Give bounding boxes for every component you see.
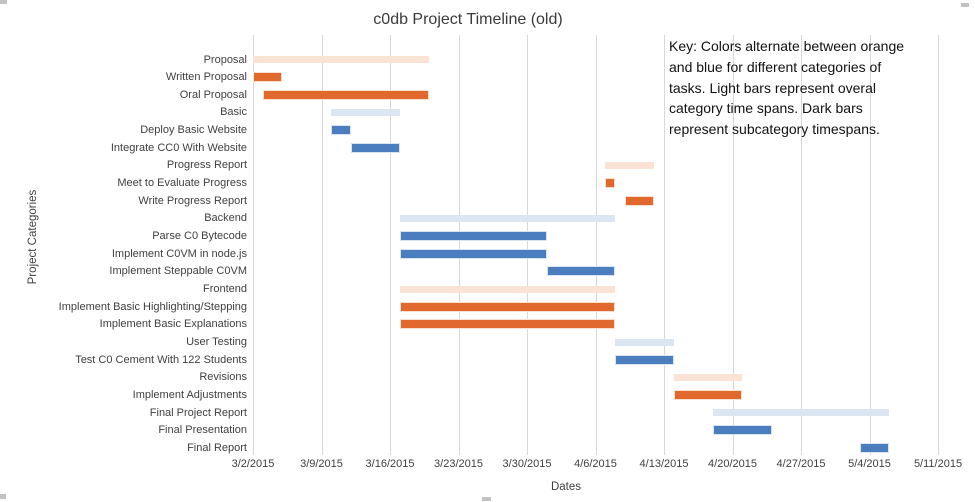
category-label: Test C0 Cement With 122 Students	[75, 353, 247, 366]
gridline	[938, 35, 939, 455]
task-bar[interactable]	[399, 319, 616, 330]
task-bar[interactable]	[605, 161, 655, 169]
task-bar[interactable]	[605, 178, 616, 189]
category-label: Implement Basic Highlighting/Stepping	[58, 300, 247, 313]
category-label: Final Report	[187, 442, 247, 455]
gridline	[321, 35, 323, 455]
x-tick-label: 4/20/2015	[708, 458, 757, 470]
task-bar[interactable]	[399, 231, 547, 242]
gridline	[732, 35, 734, 455]
task-bar[interactable]	[253, 72, 283, 83]
x-tick-label: 5/4/2015	[848, 458, 891, 470]
task-bar[interactable]	[399, 285, 616, 293]
legend-key-text: Key: Colors alternate between orange and…	[669, 38, 905, 138]
x-tick-label: 4/27/2015	[776, 458, 826, 470]
y-axis-title: Project Categories	[27, 189, 39, 285]
category-label: Meet to Evaluate Progress	[117, 177, 247, 190]
task-bar[interactable]	[399, 248, 547, 259]
selection-handle-bottom-center	[482, 497, 491, 501]
category-label: Oral Proposal	[179, 88, 247, 101]
task-bar[interactable]	[673, 390, 743, 401]
category-label: Written Proposal	[165, 71, 247, 84]
category-label: Final Presentation	[158, 424, 247, 437]
x-tick-label: 3/9/2015	[300, 458, 343, 470]
task-bar[interactable]	[399, 301, 616, 312]
gridline	[869, 35, 871, 455]
task-bar[interactable]	[859, 443, 890, 454]
selection-handle-top-right	[961, 3, 969, 7]
x-axis-title: Dates	[550, 481, 582, 493]
category-label: User Testing	[186, 336, 247, 349]
selection-handle-bottom-left	[0, 494, 6, 499]
task-bar[interactable]	[712, 409, 890, 417]
task-bar[interactable]	[350, 142, 400, 153]
task-bar[interactable]	[712, 425, 772, 436]
task-bar[interactable]	[262, 89, 430, 100]
gridline	[390, 35, 391, 455]
task-bar[interactable]	[546, 266, 616, 277]
task-bar[interactable]	[615, 354, 674, 365]
x-tick-label: 5/11/2015	[913, 458, 963, 470]
task-bar[interactable]	[331, 108, 400, 116]
category-label: Deploy Basic Website	[140, 124, 247, 137]
selection-handle-top-left	[0, 0, 7, 4]
gridline	[595, 35, 597, 455]
x-tick-label: 3/2/2015	[231, 458, 275, 470]
category-label: Progress Report	[166, 159, 247, 172]
gridline	[664, 35, 665, 455]
plot-area	[253, 35, 939, 455]
task-bar[interactable]	[399, 214, 616, 222]
task-bar[interactable]	[615, 338, 674, 346]
x-tick-label: 4/13/2015	[639, 458, 689, 470]
category-label: Frontend	[202, 283, 247, 296]
x-tick-label: 3/23/2015	[434, 458, 483, 470]
category-label: Implement Steppable C0VM	[109, 265, 247, 278]
task-bar[interactable]	[673, 373, 743, 381]
category-label: Implement Basic Explanations	[99, 318, 247, 331]
x-tick-label: 3/30/2015	[502, 458, 552, 470]
task-bar[interactable]	[331, 125, 351, 136]
x-tick-label: 4/6/2015	[574, 458, 617, 470]
task-bar[interactable]	[253, 56, 430, 63]
category-label: Final Project Report	[149, 406, 247, 419]
category-label: Proposal	[203, 53, 247, 66]
category-label: Implement C0VM in node.js	[111, 247, 247, 260]
x-tick-label: 3/16/2015	[365, 458, 415, 470]
gridline	[253, 35, 254, 455]
gridline	[801, 35, 802, 455]
gridline	[458, 35, 460, 455]
category-label: Implement Adjustments	[132, 389, 247, 402]
chart-title: c0db Project Timeline (old)	[373, 11, 563, 28]
category-label: Revisions	[199, 371, 247, 384]
task-bar[interactable]	[624, 195, 655, 206]
category-label: Backend	[204, 212, 247, 225]
gridline	[527, 35, 528, 455]
category-label: Integrate CC0 With Website	[110, 141, 247, 154]
category-label: Parse C0 Bytecode	[152, 230, 247, 243]
category-label: Write Progress Report	[138, 194, 247, 207]
category-label: Basic	[220, 106, 247, 119]
